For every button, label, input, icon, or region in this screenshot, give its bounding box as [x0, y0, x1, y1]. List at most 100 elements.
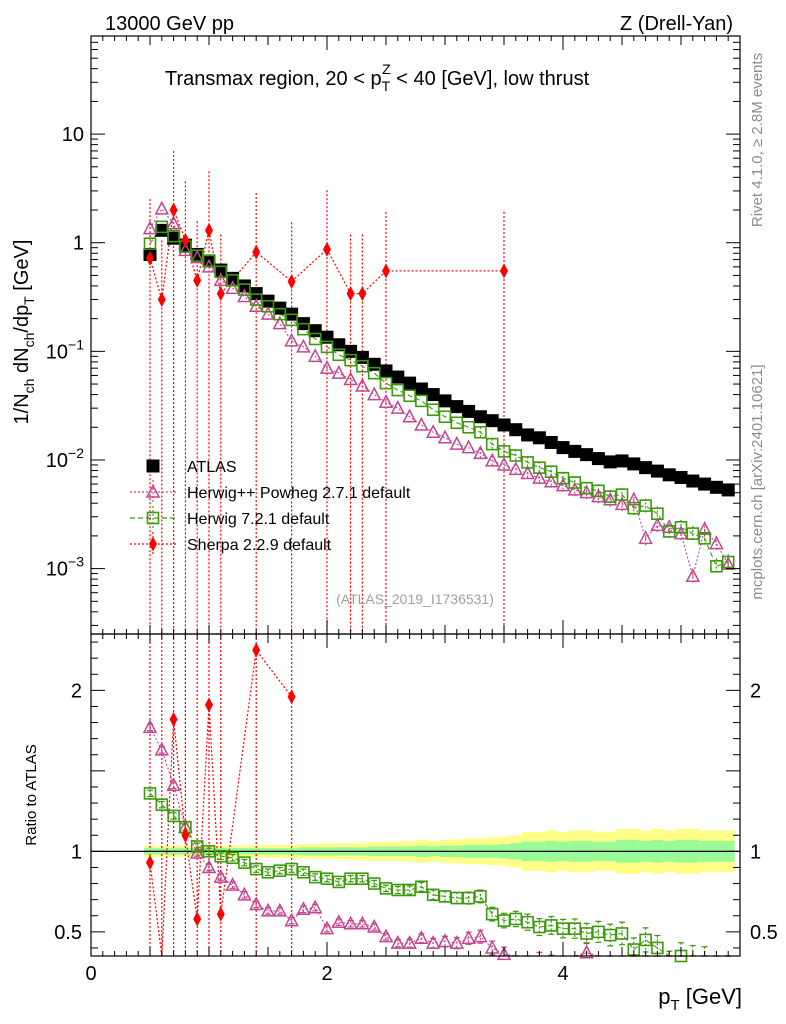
data-point-sherpa: [169, 202, 178, 218]
data-point-herwig7: [544, 465, 558, 478]
data-point-atlas: [698, 477, 712, 491]
rivet-version-label: Rivet 4.1.0, ≥ 2.8M events: [749, 53, 766, 227]
data-point-herwig7: [202, 254, 216, 268]
ratio-point: [402, 934, 417, 949]
data-point-herwigpp: [425, 424, 441, 438]
ratio-point: [449, 934, 465, 949]
data-point-atlas: [580, 448, 594, 462]
data-point-herwigpp: [272, 315, 288, 330]
ratio-point: [154, 741, 170, 756]
data-point-herwig7: [710, 559, 723, 573]
x-axis-label: pT [GeV]: [658, 984, 742, 1014]
ratio-point: [332, 875, 346, 889]
ratio-point: [273, 864, 287, 877]
main-panel: 10 1 10−1 10−2 10−3: [46, 35, 741, 635]
data-point-sherpa: [382, 263, 390, 279]
data-point-herwigpp: [496, 456, 512, 471]
data-point-herwig7: [155, 220, 169, 234]
data-point-herwig7: [615, 488, 629, 501]
data-point-atlas: [473, 410, 487, 424]
data-point-herwigpp: [366, 386, 382, 401]
data-point-herwigpp: [260, 306, 276, 320]
ylabel-part-b: dN: [11, 347, 33, 378]
data-point-herwig7: [415, 394, 428, 408]
data-point-herwigpp: [437, 429, 453, 444]
legend-label: Sherpa 2.2.9 default: [187, 537, 332, 554]
title-sub: T: [382, 78, 391, 94]
ratio-point: [143, 787, 157, 800]
data-point-atlas: [379, 364, 393, 378]
ylabel-part-a: 1/N: [11, 393, 33, 424]
data-point-atlas: [639, 461, 653, 475]
data-point-herwigpp: [178, 242, 193, 257]
ratio-point: [414, 930, 429, 945]
ratio-point: [248, 896, 264, 911]
data-point-atlas: [615, 454, 629, 468]
data-point-herwig7: [273, 307, 287, 321]
ratio-point: [461, 930, 476, 945]
ratio-point: [201, 859, 217, 874]
legend: ATLAS Herwig++ Powheg 2.7.1 default Herwig…: [130, 459, 411, 556]
sherpa-ratio-point: [146, 855, 154, 871]
data-point-herwigpp: [697, 521, 712, 536]
sherpa-ratio-point: [216, 906, 225, 922]
main-data-layer: [142, 150, 736, 634]
data-point-herwig7: [214, 265, 228, 279]
data-point-atlas: [674, 470, 688, 484]
xlabel-sub: T: [670, 997, 679, 1014]
data-point-herwig7: [426, 403, 440, 417]
data-point-herwigpp: [355, 377, 370, 392]
mcplots-label: mcplots.cern.ch [arXiv:2401.10621]: [749, 364, 766, 599]
ratio-point: [238, 856, 251, 869]
sherpa-ratio-point: [169, 711, 178, 727]
data-point-herwig7: [320, 340, 334, 354]
data-point-sherpa: [500, 263, 508, 279]
data-point-herwig7: [297, 322, 310, 336]
data-point-atlas: [462, 404, 476, 418]
data-point-atlas: [438, 394, 452, 408]
ratio-y-tick-label: 1: [71, 841, 82, 863]
legend-label: Herwig 7.2.1 default: [187, 511, 330, 528]
title-sup: Z: [382, 61, 391, 77]
data-point-herwigpp: [532, 470, 547, 484]
data-point-herwig7: [379, 376, 393, 390]
ratio-point: [450, 891, 464, 905]
sherpa-ratio-point: [205, 697, 213, 713]
sherpa-ratio-point: [193, 911, 202, 927]
data-point-herwigpp: [709, 535, 724, 550]
ratio-point: [391, 883, 405, 897]
ratio-point: [214, 849, 228, 863]
data-point-atlas: [509, 423, 523, 437]
ratio-point: [237, 886, 252, 901]
data-point-herwig7: [509, 449, 523, 462]
ratio-point: [485, 907, 499, 921]
data-point-herwigpp: [614, 496, 630, 511]
data-point-herwig7: [285, 313, 298, 327]
data-point-atlas: [344, 344, 358, 358]
ratio-point: [331, 914, 347, 928]
data-point-herwigpp: [390, 400, 406, 414]
data-point-atlas: [403, 376, 417, 390]
ratio-point: [260, 902, 276, 917]
data-point-herwigpp: [331, 365, 347, 379]
data-point-herwigpp: [319, 360, 335, 374]
ratio-point: [343, 915, 358, 930]
data-point-sherpa: [157, 292, 166, 308]
data-point-atlas: [308, 324, 322, 338]
y-tick-label: 10−1: [46, 336, 84, 363]
ratio-point: [521, 915, 534, 929]
data-point-herwig7: [580, 481, 593, 495]
data-point-sherpa: [205, 222, 213, 238]
data-point-atlas: [497, 418, 511, 432]
ratio-point: [319, 920, 335, 935]
data-point-atlas: [367, 357, 381, 371]
ratio-panel: 0.5 0.5 1 1 2 2 0 2 4: [54, 633, 778, 985]
x-tick-label: 0: [85, 963, 96, 985]
legend-label: ATLAS: [187, 459, 237, 476]
x-tick-label: 4: [557, 963, 568, 985]
ylabel-part-d: [GeV]: [11, 240, 33, 297]
data-point-herwigpp: [449, 435, 465, 450]
y-tick-label: 10−2: [46, 445, 84, 472]
ratio-point: [474, 890, 487, 903]
data-point-herwigpp: [685, 568, 701, 583]
